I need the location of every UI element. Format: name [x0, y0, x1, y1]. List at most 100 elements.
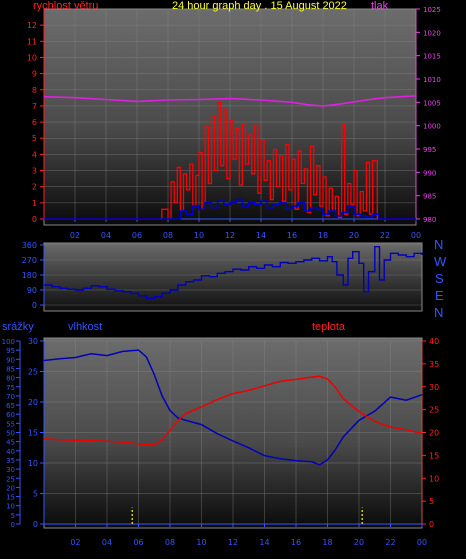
y-right-tick-label: 1000: [423, 123, 441, 131]
compass-s: S: [435, 271, 444, 286]
x-tick-label: 02: [70, 538, 80, 547]
x-tick-label: 10: [196, 538, 206, 547]
pressure-series: [43, 95, 417, 107]
compass-e: E: [435, 288, 444, 303]
x-tick-label: 08: [165, 538, 175, 547]
x-tick-label: 16: [287, 231, 297, 240]
y-rain-tick-label: 65: [6, 402, 15, 410]
rain-humidity-temperature-chart: 0510152025303540455055606570758085909510…: [2, 337, 440, 547]
wind-direction-chart: 0 90 180 270 360: [22, 241, 423, 310]
y-right-tick-label: 40: [429, 337, 439, 346]
y-rain-tick-label: 50: [6, 430, 15, 438]
x-tick-label: 14: [256, 231, 266, 240]
y-right-tick-label: 30: [429, 383, 439, 392]
y-rain-tick-label: 45: [6, 439, 15, 447]
x-tick-label: 22: [385, 538, 395, 547]
x-tick-label: 10: [194, 231, 204, 240]
y-left-tick-label: 10: [27, 53, 37, 62]
y-left-tick-label: 8: [32, 86, 37, 95]
y-rain-tick-label: 35: [6, 457, 15, 465]
y-rain-tick-label: 90: [6, 356, 15, 364]
compass-n-top: N: [434, 237, 444, 252]
wind-speed-label: rychlost větru: [33, 0, 99, 12]
x-tick-label: 00: [411, 231, 421, 240]
y-left-tick-label: 4: [32, 150, 37, 159]
y-left-tick-label: 10: [28, 459, 38, 468]
y-rain-tick-label: 85: [6, 365, 15, 373]
x-tick-label: 00: [417, 538, 427, 547]
x-tick-label: 06: [133, 538, 143, 547]
y-left-tick-label: 30: [28, 337, 38, 346]
x-tick-label: 12: [228, 538, 238, 547]
y-right-tick-label: 1025: [423, 6, 441, 14]
pressure-label: tlak: [371, 0, 389, 12]
x-tick-label: 06: [132, 231, 142, 240]
y-tick-label: 0: [32, 301, 37, 310]
y-rain-tick-label: 20: [6, 484, 15, 492]
y-rain-tick-label: 25: [6, 475, 15, 483]
x-tick-label: 20: [349, 231, 359, 240]
x-tick-label: 12: [225, 231, 235, 240]
y-rain-tick-label: 40: [6, 448, 15, 456]
y-tick-label: 270: [22, 256, 37, 265]
y-tick-label: 180: [22, 271, 37, 280]
y-rain-tick-label: 75: [6, 384, 15, 392]
wind-speed-series: [44, 102, 416, 220]
y-left-tick-label: 6: [32, 118, 37, 127]
page-title: 24 hour graph day . 15 August 2022: [172, 0, 347, 12]
y-left-tick-label: 5: [32, 134, 37, 143]
y-left-tick-label: 1: [32, 199, 37, 208]
y-left-tick-label: 2: [32, 183, 37, 192]
y-right-tick-label: 980: [423, 216, 436, 224]
y-left-tick-label: 0: [33, 520, 38, 529]
y-right-tick-label: 1005: [423, 99, 441, 107]
y-right-tick-label: 25: [429, 406, 439, 415]
humidity-series: [43, 349, 423, 466]
y-right-tick-label: 1020: [423, 29, 441, 37]
x-tick-label: 18: [322, 538, 332, 547]
y-right-tick-label: 15: [429, 451, 439, 460]
y-right-tick-label: 995: [423, 146, 436, 154]
y-rain-tick-label: 55: [6, 420, 15, 428]
y-left-tick-label: 12: [27, 21, 37, 30]
x-tick-label: 04: [102, 538, 112, 547]
wind-pressure-chart: 0123456789101112980985990995100010051010…: [27, 6, 441, 240]
x-tick-label: 14: [259, 538, 269, 547]
wind-gust-series: [44, 198, 416, 220]
y-rain-tick-label: 80: [6, 375, 15, 383]
compass-n-bottom: N: [434, 305, 444, 320]
y-tick-label: 360: [22, 241, 37, 250]
y-rain-tick-label: 70: [6, 393, 15, 401]
temperature-label: teplota: [312, 321, 346, 333]
y-left-tick-label: 25: [28, 368, 38, 377]
x-tick-label: 22: [380, 231, 390, 240]
y-right-tick-label: 10: [429, 474, 439, 483]
y-left-tick-label: 7: [32, 102, 37, 111]
y-rain-tick-label: 10: [6, 503, 15, 511]
y-right-tick-label: 990: [423, 169, 436, 177]
y-right-tick-label: 0: [429, 520, 434, 529]
y-rain-tick-label: 100: [2, 338, 15, 346]
x-tick-label: 16: [291, 538, 301, 547]
y-left-tick-label: 20: [28, 398, 38, 407]
y-left-tick-label: 3: [32, 167, 37, 176]
y-tick-label: 90: [27, 286, 37, 295]
x-tick-label: 08: [163, 231, 173, 240]
y-rain-tick-label: 0: [11, 521, 15, 529]
y-right-tick-label: 35: [429, 360, 439, 369]
temperature-series: [43, 375, 423, 446]
y-right-tick-label: 1015: [423, 53, 441, 61]
y-right-tick-label: 5: [429, 497, 434, 506]
y-left-tick-label: 15: [28, 429, 38, 438]
y-left-tick-label: 0: [32, 215, 37, 224]
y-right-tick-label: 985: [423, 193, 436, 201]
y-right-tick-label: 20: [429, 429, 439, 438]
compass-w: W: [434, 254, 447, 269]
x-tick-label: 18: [318, 231, 328, 240]
wind-direction-series: [44, 246, 423, 299]
humidity-label: vlhkost: [68, 321, 103, 333]
y-rain-tick-label: 5: [11, 512, 15, 520]
rain-label: srážky: [2, 321, 34, 333]
